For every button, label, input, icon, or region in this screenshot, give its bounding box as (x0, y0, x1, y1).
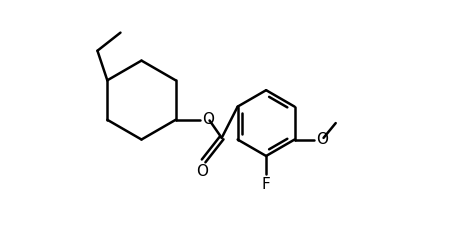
Text: O: O (316, 132, 328, 147)
Text: F: F (262, 177, 271, 192)
Text: O: O (202, 112, 214, 127)
Text: O: O (196, 164, 208, 179)
